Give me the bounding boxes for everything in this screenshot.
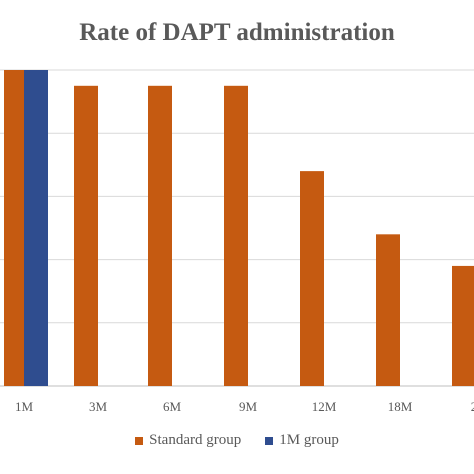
x-tick-label-24M: 2 xyxy=(471,399,474,414)
bar-standard-6M xyxy=(148,85,172,387)
x-tick-label-6M: 6M xyxy=(163,399,182,414)
legend-swatch-1m xyxy=(265,436,274,445)
legend-swatch-standard xyxy=(135,436,144,445)
legend-label-standard: Standard group xyxy=(149,432,242,448)
x-tick-label-1M: 1M xyxy=(15,399,34,414)
x-tick-label-18M: 18M xyxy=(388,399,413,414)
x-tick-label-12M: 12M xyxy=(312,399,337,414)
bar-standard-12M xyxy=(300,171,324,386)
chart-title: Rate of DAPT administration xyxy=(79,19,395,46)
bar-standard-9M xyxy=(224,85,248,387)
x-tick-label-9M: 9M xyxy=(239,399,258,414)
legend: Standard group 1M group xyxy=(0,432,474,449)
legend-label-1m: 1M group xyxy=(279,432,339,448)
x-tick-label-3M: 3M xyxy=(89,399,108,414)
legend-item-standard: Standard group xyxy=(135,432,241,449)
bar-1m-1M xyxy=(24,70,48,386)
bar-standard-24M xyxy=(452,265,474,386)
bar-standard-18M xyxy=(376,234,400,386)
bar-standard-3M xyxy=(74,85,98,387)
legend-item-1m: 1M group xyxy=(265,432,339,449)
